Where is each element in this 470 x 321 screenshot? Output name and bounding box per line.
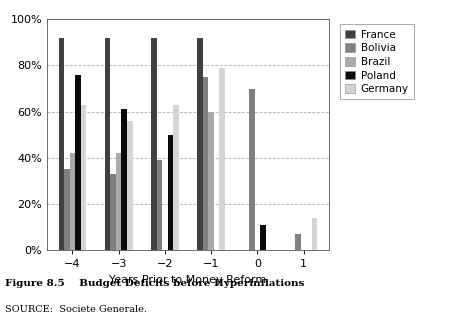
Bar xyxy=(105,38,110,250)
Bar xyxy=(110,174,116,250)
Bar xyxy=(312,218,317,250)
Bar xyxy=(70,153,75,250)
X-axis label: Years Prior to Money Reform: Years Prior to Money Reform xyxy=(110,275,266,285)
Bar xyxy=(208,112,214,250)
Bar xyxy=(203,77,208,250)
Bar xyxy=(197,38,203,250)
Bar xyxy=(219,68,225,250)
Bar xyxy=(168,135,173,250)
Bar xyxy=(81,105,86,250)
Text: SOURCE:  Societe Generale.: SOURCE: Societe Generale. xyxy=(5,305,147,314)
Bar xyxy=(295,234,301,250)
Bar xyxy=(59,38,64,250)
Bar xyxy=(121,109,127,250)
Bar xyxy=(116,153,121,250)
Bar xyxy=(157,160,162,250)
Bar xyxy=(260,225,266,250)
Bar xyxy=(151,38,157,250)
Bar xyxy=(173,105,179,250)
Legend: France, Bolivia, Brazil, Poland, Germany: France, Bolivia, Brazil, Poland, Germany xyxy=(340,24,414,100)
Text: Figure 8.5    Budget Deficits before Hyperinflations: Figure 8.5 Budget Deficits before Hyperi… xyxy=(5,279,304,288)
Bar xyxy=(64,169,70,250)
Bar xyxy=(127,121,133,250)
Bar xyxy=(75,75,81,250)
Bar xyxy=(249,89,255,250)
